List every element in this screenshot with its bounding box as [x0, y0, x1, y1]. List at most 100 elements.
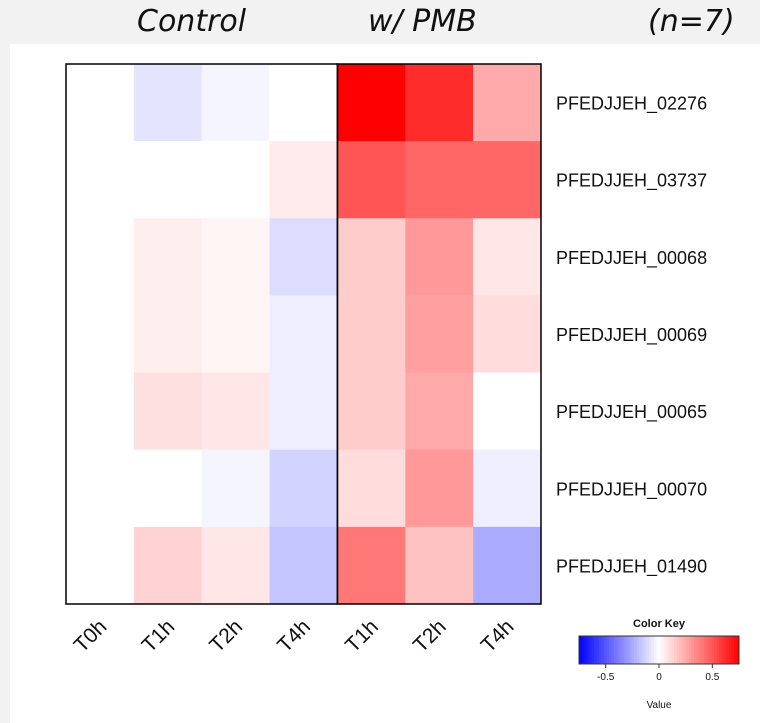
row-label: PFEDJJEH_02276	[556, 94, 707, 115]
color-key-swatch	[646, 636, 650, 664]
color-key-swatch	[684, 636, 687, 664]
color-key-swatch	[726, 636, 730, 664]
group-border	[336, 63, 542, 605]
color-key-swatch	[714, 636, 717, 664]
row-label: PFEDJJEH_01490	[556, 556, 707, 577]
heatmap-cell	[473, 526, 542, 605]
heatmap-cell	[133, 218, 203, 296]
heatmap-cell	[269, 372, 338, 451]
color-key-swatch	[614, 636, 617, 664]
heatmap-cell	[133, 141, 203, 219]
heatmap-cell	[201, 141, 271, 219]
heatmap-cell	[201, 64, 271, 142]
heatmap-cell	[66, 295, 135, 374]
color-key-swatch	[599, 636, 602, 664]
color-key-swatch	[634, 636, 637, 664]
color-key-swatch	[629, 636, 632, 664]
heatmap-cell	[269, 141, 338, 219]
heatmap-cell	[473, 295, 542, 374]
color-key-swatch	[671, 636, 675, 664]
heatmap-cell	[133, 372, 203, 451]
heatmap-cell	[269, 449, 338, 528]
color-key-swatch	[604, 636, 607, 664]
heatmap-cell	[133, 526, 203, 605]
heatmap-cell	[337, 64, 406, 142]
color-key-swatch	[656, 636, 660, 664]
color-key-swatch	[681, 636, 685, 664]
color-key-swatch	[731, 636, 735, 664]
heatmap-cell	[337, 449, 406, 528]
heatmap-cell	[201, 449, 271, 528]
color-key-swatch	[701, 636, 705, 664]
color-key-swatch	[616, 636, 620, 664]
color-key-tick-label: -0.5	[597, 672, 615, 683]
heatmap-cell	[133, 64, 203, 142]
heatmap-cell	[66, 141, 135, 219]
row-label: PFEDJJEH_00065	[556, 402, 707, 423]
heatmap-cell	[337, 526, 406, 605]
color-key-swatch	[696, 636, 700, 664]
color-key-swatch	[729, 636, 732, 664]
heatmap-cell	[405, 141, 474, 219]
heatmap-cell	[201, 295, 271, 374]
color-key-swatch	[724, 636, 727, 664]
heatmap-cell	[473, 372, 542, 451]
color-key-swatch	[699, 636, 702, 664]
heatmap-cell	[66, 64, 135, 142]
heatmap-cell	[66, 449, 135, 528]
heatmap-cell	[133, 449, 203, 528]
color-key-swatch	[659, 636, 662, 664]
heatmap-cell	[269, 526, 338, 605]
color-key-swatch	[716, 636, 720, 664]
color-key-swatch	[591, 636, 595, 664]
color-key-swatch	[621, 636, 625, 664]
color-key-swatch	[651, 636, 655, 664]
heatmap-cell	[405, 64, 474, 142]
color-key-swatch	[661, 636, 665, 664]
heatmap-cell	[405, 218, 474, 296]
color-key-swatch	[679, 636, 682, 664]
row-label: PFEDJJEH_03737	[556, 171, 707, 192]
color-key-swatch	[639, 636, 642, 664]
heatmap-cell	[337, 295, 406, 374]
heatmap-cell	[337, 141, 406, 219]
color-key-swatch	[704, 636, 707, 664]
color-key-swatch	[686, 636, 690, 664]
column-label: T2h	[205, 615, 247, 657]
heatmap-cell	[473, 218, 542, 296]
heatmap-cell	[473, 64, 542, 142]
column-label: T1h	[341, 615, 383, 657]
color-key-swatch	[586, 636, 590, 664]
color-key-swatch	[644, 636, 647, 664]
heatmap-cell	[337, 218, 406, 296]
color-key-swatch	[694, 636, 697, 664]
heatmap-cell	[66, 526, 135, 605]
color-key-swatch	[609, 636, 612, 664]
color-key-swatch	[719, 636, 722, 664]
n-label: (n=7)	[648, 4, 735, 39]
color-key-swatch	[706, 636, 710, 664]
color-key-swatch	[626, 636, 630, 664]
heatmap-cell	[405, 295, 474, 374]
color-key-swatch	[601, 636, 605, 664]
column-label: T1h	[137, 615, 179, 657]
color-key-swatch	[584, 636, 587, 664]
color-key-swatch	[589, 636, 592, 664]
row-label: PFEDJJEH_00070	[556, 479, 707, 500]
color-key-title: Color Key	[633, 618, 686, 630]
heatmap-cell	[269, 295, 338, 374]
color-key-swatch	[654, 636, 657, 664]
heatmap-cell	[473, 141, 542, 219]
heatmap-cell	[337, 372, 406, 451]
heatmap-cell	[405, 449, 474, 528]
heatmap-cell	[201, 372, 271, 451]
color-key-swatch	[736, 636, 740, 664]
column-label: T4h	[273, 615, 315, 657]
color-key-swatch	[581, 636, 585, 664]
color-key-swatch	[579, 636, 582, 664]
color-key-swatch	[624, 636, 627, 664]
color-key-swatch	[606, 636, 610, 664]
control-title: Control	[137, 4, 247, 39]
row-label: PFEDJJEH_00069	[556, 325, 707, 346]
color-key-swatch	[709, 636, 712, 664]
